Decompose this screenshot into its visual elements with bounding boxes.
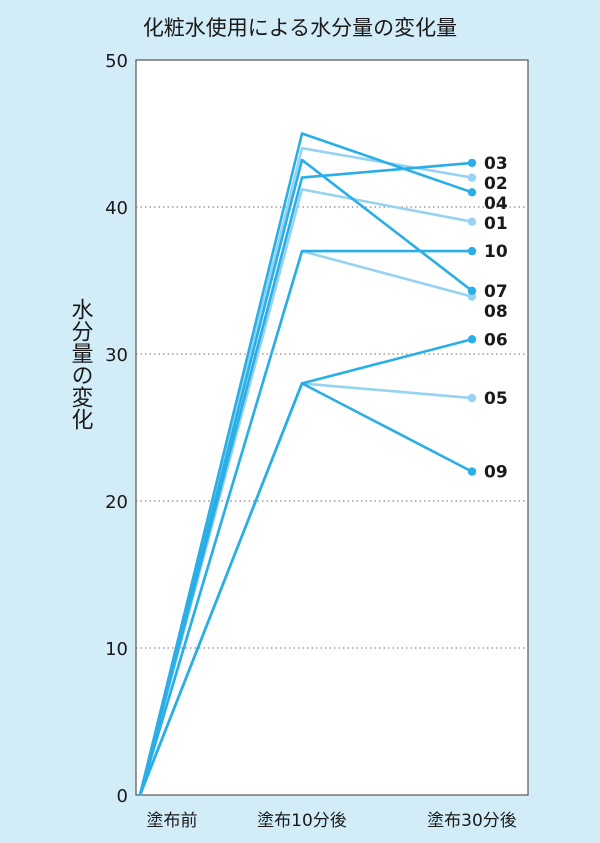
y-tick-label: 20 [105, 492, 128, 513]
series-point-05 [467, 393, 477, 403]
series-line-07 [138, 158, 473, 796]
y-tick-label: 50 [105, 51, 128, 72]
series-point-07 [467, 286, 477, 295]
series-point-10 [467, 246, 477, 256]
plot-area [135, 59, 529, 796]
series-label-01: 01 [484, 214, 508, 234]
series-point-01 [467, 217, 477, 226]
series-line-04 [138, 132, 473, 796]
series-label-02: 02 [484, 174, 508, 194]
y-axis-ticks: 0 10 20 30 40 50 [105, 51, 128, 807]
series-point-06 [467, 335, 477, 344]
series-point-09 [467, 467, 477, 476]
y-axis-label: 水分量の変化 [68, 298, 94, 430]
series-label-04: 04 [484, 194, 508, 214]
series-label-08: 08 [484, 302, 508, 322]
series-label-03: 03 [484, 154, 508, 174]
series-label-05: 05 [484, 389, 508, 409]
series-label-07: 07 [484, 282, 508, 302]
series-label-10: 10 [484, 242, 508, 262]
series-line-09 [138, 382, 473, 796]
series-label-06: 06 [484, 330, 508, 350]
y-tick-label: 0 [117, 786, 128, 807]
series-point-08 [467, 292, 477, 301]
series-label-09: 09 [484, 463, 508, 483]
series-line-03 [138, 161, 473, 796]
x-tick-label: 塗布前 [147, 810, 198, 831]
series-line-10 [138, 249, 472, 796]
y-tick-label: 10 [105, 639, 128, 660]
series-point-02 [467, 173, 477, 182]
x-axis-ticks: 塗布前 塗布10分後 塗布30分後 [147, 810, 517, 831]
y-tick-label: 30 [105, 345, 128, 366]
x-tick-label: 塗布10分後 [257, 810, 347, 831]
series-lines [138, 132, 477, 796]
x-tick-label: 塗布30分後 [427, 810, 517, 831]
series-point-03 [467, 158, 477, 168]
chart-title: 化粧水使用による水分量の変化量 [143, 16, 457, 40]
series-point-04 [467, 188, 477, 197]
y-tick-label: 40 [105, 198, 128, 219]
